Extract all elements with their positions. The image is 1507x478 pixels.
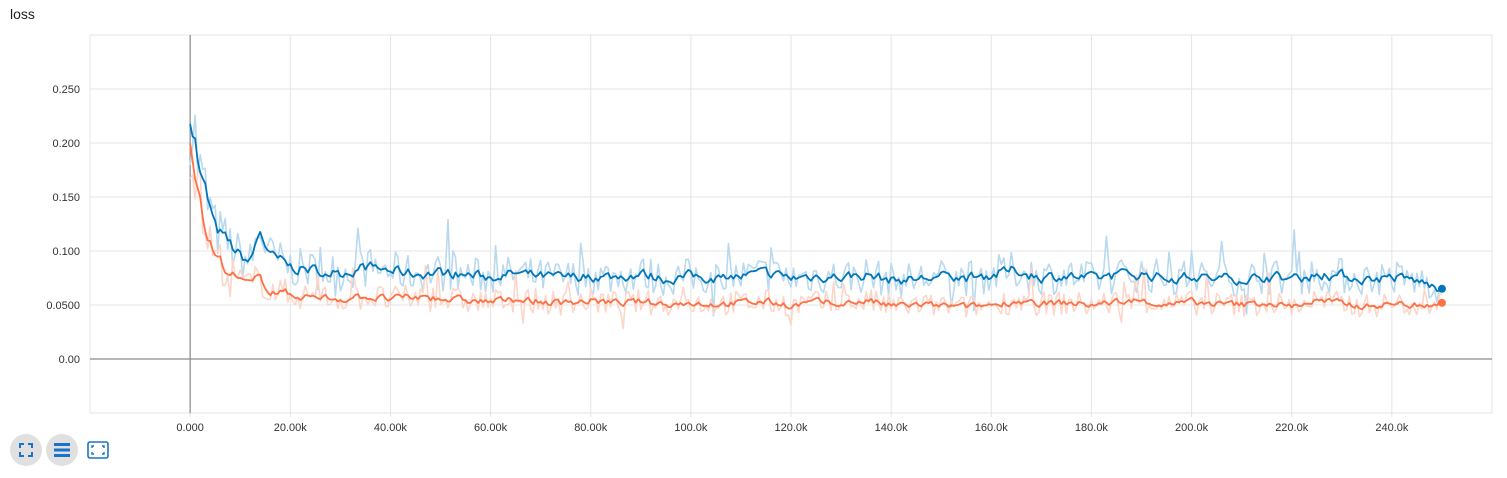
x-tick-label: 100.0k bbox=[674, 422, 708, 434]
y-tick-label: 0.250 bbox=[52, 84, 80, 96]
list-icon bbox=[54, 443, 70, 457]
series-layer bbox=[189, 123, 1446, 311]
x-tick-label: 40.00k bbox=[374, 422, 408, 434]
series-line bbox=[189, 123, 1443, 293]
y-tick-label: 0.150 bbox=[52, 192, 80, 204]
series-end-point bbox=[1437, 284, 1446, 293]
x-tick-label: 240.0k bbox=[1375, 422, 1409, 434]
x-tick-label: 80.00k bbox=[574, 422, 608, 434]
chart-title: loss bbox=[10, 6, 35, 22]
series-line bbox=[189, 143, 1443, 311]
fullscreen-button[interactable] bbox=[10, 434, 42, 466]
series-raw-line bbox=[189, 170, 1442, 330]
x-tick-label: 0.000 bbox=[176, 422, 204, 434]
x-tick-label: 120.0k bbox=[774, 422, 808, 434]
fit-domain-button[interactable] bbox=[82, 434, 114, 466]
x-tick-label: 220.0k bbox=[1275, 422, 1309, 434]
fullscreen-icon bbox=[19, 443, 33, 457]
x-tick-label: 140.0k bbox=[875, 422, 909, 434]
y-tick-label: 0.0500 bbox=[46, 300, 80, 312]
fit-domain-icon bbox=[87, 441, 109, 459]
grid-lines bbox=[89, 34, 1493, 417]
y-tick-label: 0.200 bbox=[52, 138, 80, 150]
tick-labels: 0.000 20.00k 40.00k 60.00k 80.00k 100.0k 120.0… bbox=[46, 84, 1409, 434]
y-tick-label: 0.00 bbox=[59, 354, 80, 366]
x-tick-label: 60.00k bbox=[474, 422, 508, 434]
x-tick-label: 20.00k bbox=[274, 422, 308, 434]
y-tick-label: 0.100 bbox=[52, 246, 80, 258]
x-tick-label: 160.0k bbox=[975, 422, 1009, 434]
toggle-log-scale-button[interactable] bbox=[46, 434, 78, 466]
series-raw-line bbox=[189, 114, 1443, 317]
axes bbox=[90, 35, 1492, 413]
x-tick-label: 180.0k bbox=[1075, 422, 1109, 434]
chart-toolbar bbox=[10, 434, 114, 466]
series-end-point bbox=[1437, 298, 1446, 307]
x-tick-label: 200.0k bbox=[1175, 422, 1209, 434]
